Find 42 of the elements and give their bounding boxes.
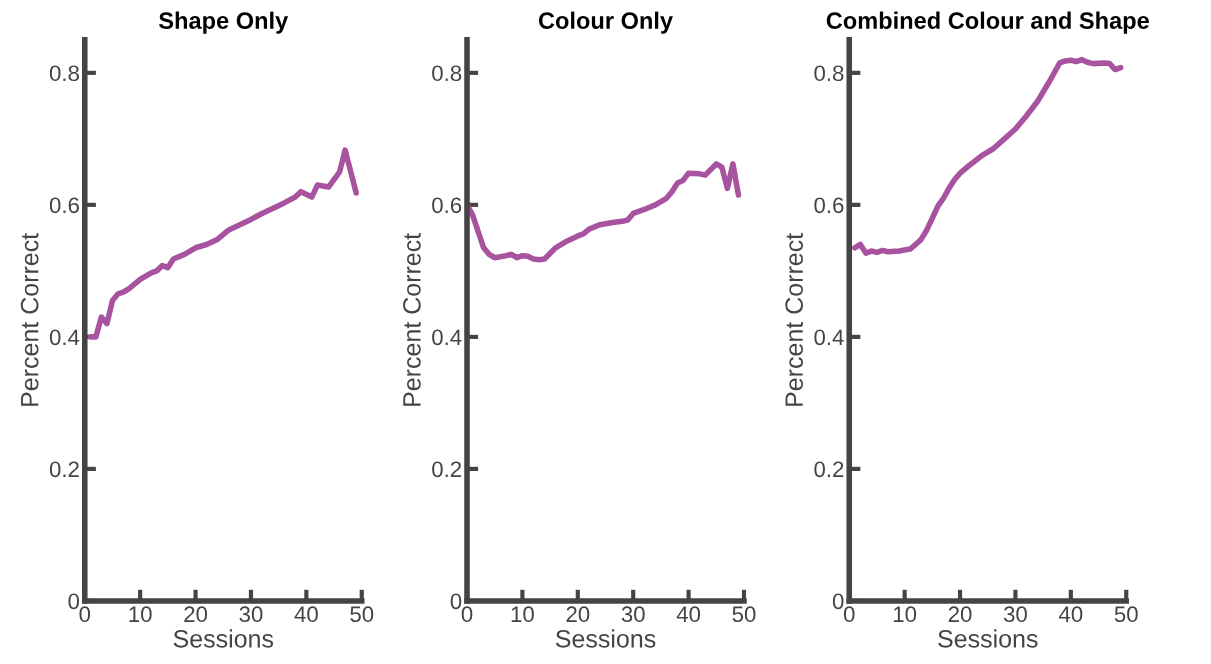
y-tick-label: 0.4	[814, 329, 844, 346]
y-axis-title: Percent Correct	[20, 233, 39, 406]
x-tick-label: 30	[621, 606, 645, 623]
x-tick-label: 40	[676, 606, 701, 623]
x-tick-label: 30	[239, 606, 263, 623]
y-tick-label: 0.2	[814, 461, 844, 478]
y-tick-label: 0.2	[432, 461, 462, 478]
y-tick-label: 0	[68, 593, 80, 610]
y-tick-label: 0.6	[49, 197, 79, 214]
chart-title: Combined Colour and Shape	[826, 11, 1149, 34]
chart-title: Shape Only	[159, 11, 289, 34]
x-tick-label: 20	[566, 606, 590, 623]
x-tick-label: 0	[461, 606, 473, 623]
y-axis-title: Percent Correct	[785, 233, 803, 406]
y-tick-label: 0.8	[49, 65, 79, 82]
y-tick-label: 0.8	[814, 65, 844, 82]
y-axis-title: Percent Correct	[403, 233, 421, 406]
y-tick-label: 0.6	[432, 197, 462, 214]
x-tick-label: 50	[350, 606, 374, 623]
x-tick-label: 10	[511, 606, 534, 623]
y-tick-label: 0.4	[432, 329, 462, 346]
x-tick-label: 0	[843, 606, 855, 623]
x-axis-title: Sessions	[938, 629, 1038, 648]
x-tick-label: 20	[184, 606, 208, 623]
x-tick-label: 50	[1114, 606, 1138, 623]
x-tick-label: 0	[79, 606, 91, 623]
y-tick-label: 0.2	[49, 461, 79, 478]
y-tick-label: 0	[450, 593, 462, 610]
y-tick-label: 0	[832, 593, 844, 610]
x-tick-label: 40	[294, 606, 318, 623]
y-tick-label: 0.4	[49, 329, 80, 346]
y-tick-label: 0.8	[432, 65, 462, 82]
x-tick-label: 30	[1003, 606, 1027, 623]
x-tick-label: 10	[893, 606, 917, 623]
chart-title: Colour Only	[538, 11, 673, 34]
x-tick-label: 10	[129, 606, 152, 623]
x-tick-label: 50	[732, 606, 756, 623]
x-axis-title: Sessions	[555, 629, 656, 648]
x-tick-label: 20	[948, 606, 972, 623]
x-axis-title: Sessions	[173, 629, 274, 648]
y-tick-label: 0.6	[814, 197, 844, 214]
x-tick-label: 40	[1058, 606, 1083, 623]
